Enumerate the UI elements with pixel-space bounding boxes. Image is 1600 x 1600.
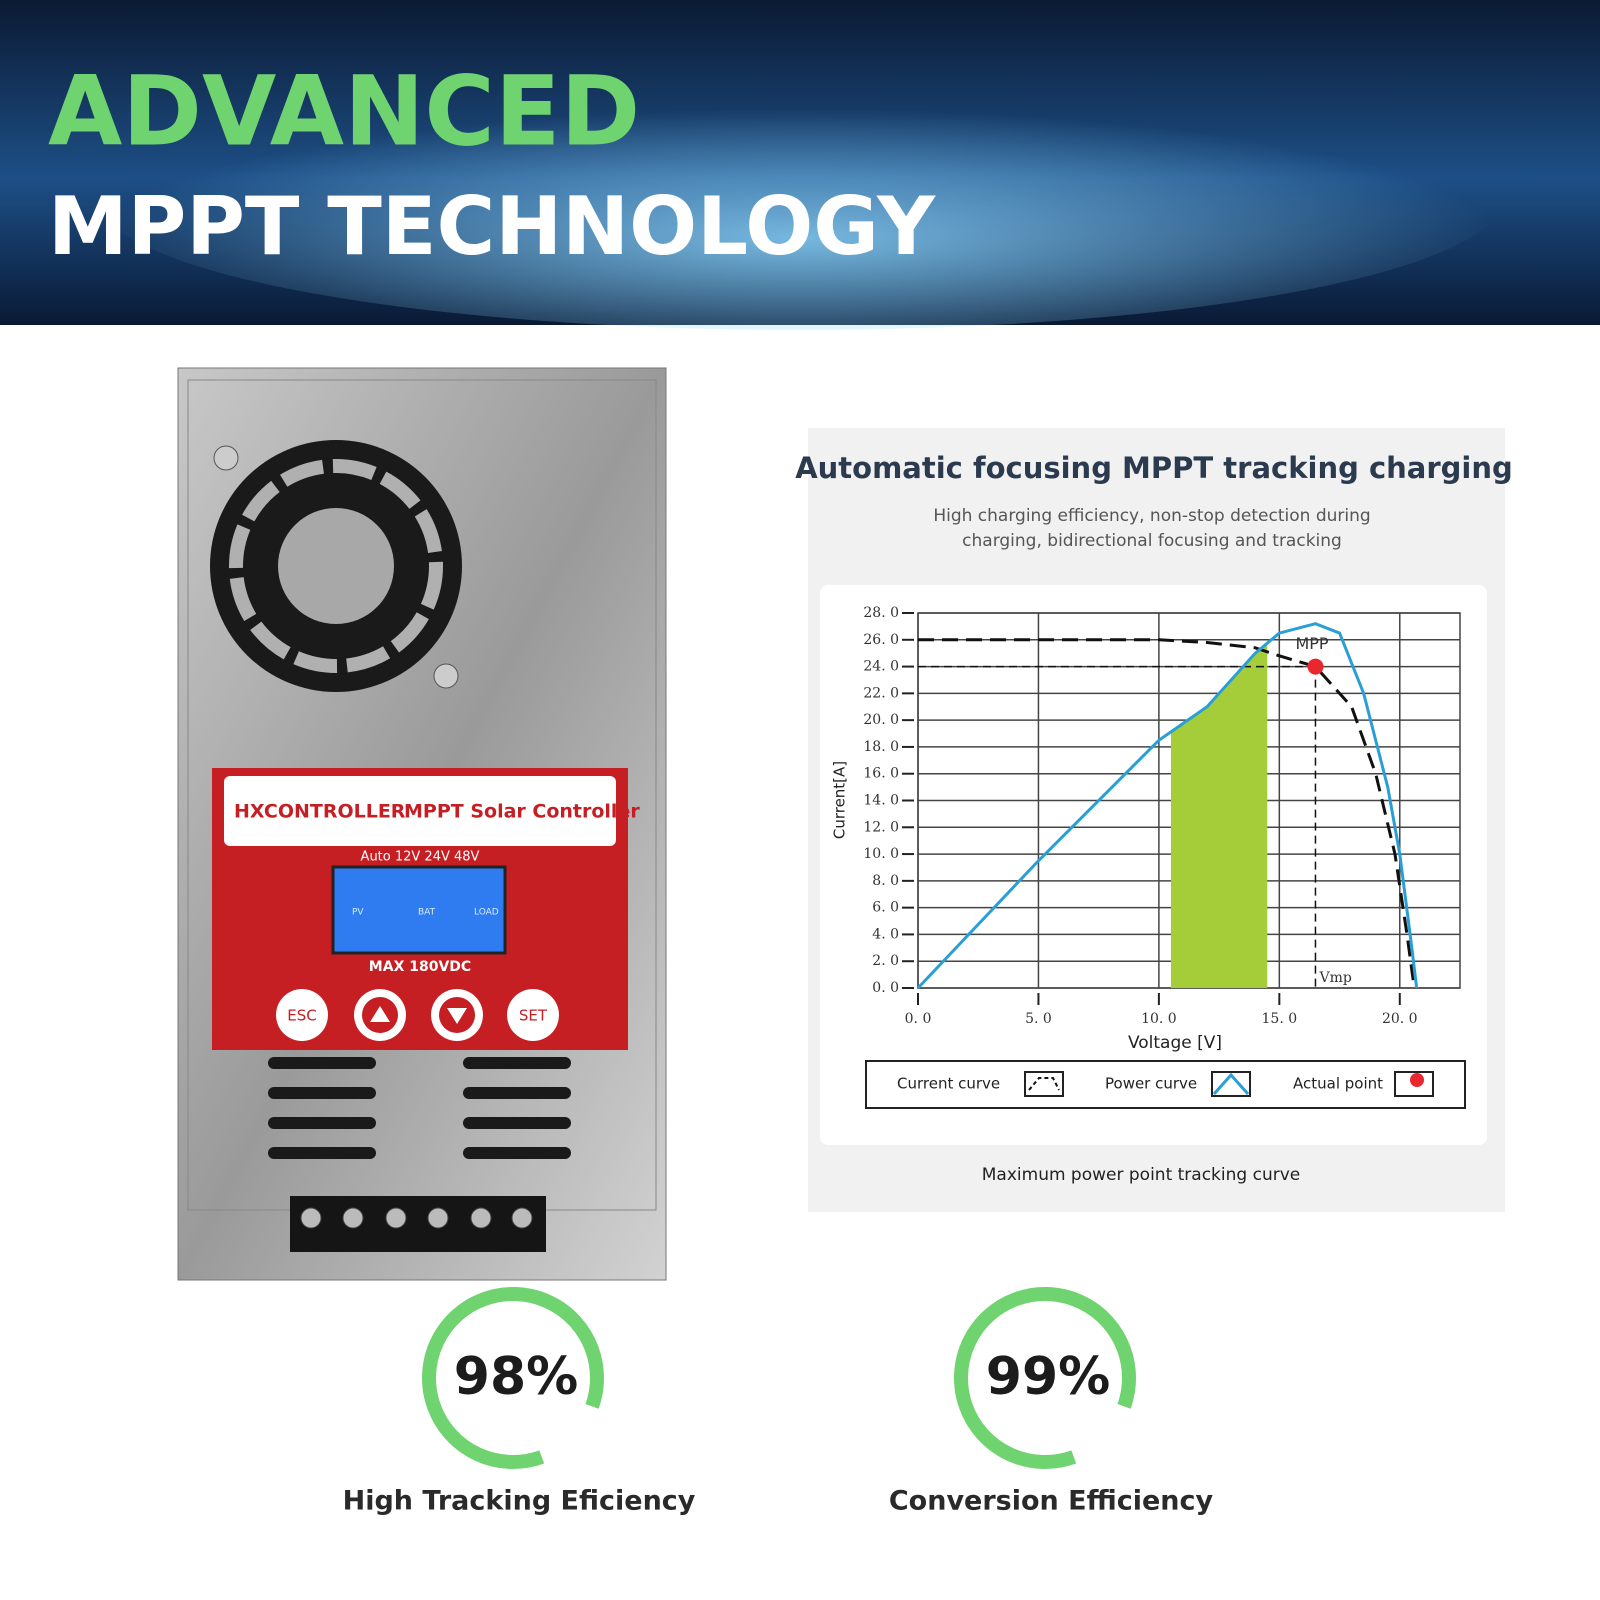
y-tick-label: 20. 0 (863, 712, 899, 728)
y-tick-label: 6. 0 (872, 900, 899, 916)
chart-card (820, 585, 1487, 1145)
y-tick-label: 26. 0 (863, 632, 899, 648)
legend-icon (1410, 1073, 1424, 1087)
y-tick-label: 8. 0 (872, 873, 899, 889)
down-icon (447, 1008, 467, 1024)
stat-ring (422, 1287, 604, 1469)
y-tick-label: 28. 0 (863, 605, 899, 621)
stats: 98% High Tracking Eficiency 99% Conversion … (343, 1287, 1214, 1517)
y-tick-label: 18. 0 (863, 739, 899, 755)
model: MPPT Solar Controller (404, 801, 640, 823)
y-tick-label: 2. 0 (872, 953, 899, 969)
y-tick-label: 12. 0 (863, 819, 899, 835)
terminal-screws (300, 1207, 533, 1229)
y-tick-label: 10. 0 (863, 846, 899, 862)
button[interactable] (507, 989, 559, 1041)
lcd-label: BAT (418, 908, 436, 918)
y-tick-label: 4. 0 (872, 926, 899, 942)
chart-caption: Maximum power point tracking curve (982, 1165, 1300, 1185)
shaded-range (1170, 643, 1268, 988)
stat-value: 99% (986, 1347, 1110, 1407)
legend-label: Actual point (1293, 1075, 1383, 1093)
vents (268, 1057, 571, 1159)
buttons: ESC SET (276, 989, 559, 1041)
series-line (918, 638, 1416, 989)
terminal-block (290, 1196, 546, 1252)
vmp-label: Vmp (1318, 970, 1351, 986)
lcd (331, 865, 507, 955)
lcd-label: PV (352, 908, 364, 918)
x-tick-label: 5. 0 (1025, 1011, 1052, 1027)
y-tick-label: 0. 0 (872, 980, 899, 996)
x-axis-label: Voltage [V] (1128, 1033, 1222, 1053)
header-title: ADVANCED (48, 55, 640, 167)
button[interactable] (276, 989, 328, 1041)
header-subtitle: MPPT TECHNOLOGY (48, 180, 936, 273)
mpp-point (1307, 658, 1324, 675)
legend (865, 1060, 1466, 1109)
button-label: ESC (287, 1007, 316, 1025)
plot: 0. 0 2. 0 4. 0 6. 0 8. 0 10. 0 12. 0 14. 0 16. 0… (863, 605, 1461, 1097)
x-tick-label: 20. 0 (1382, 1011, 1418, 1027)
product: HXCONTROLLER MPPT Solar Controller Auto … (177, 367, 667, 1281)
y-tick-label: 24. 0 (863, 659, 899, 675)
up-icon (370, 1006, 390, 1022)
voltage: Auto 12V 24V 48V (361, 850, 480, 865)
fan-grill (229, 459, 443, 673)
mpp-label: MPP (1295, 634, 1328, 653)
header-glow (100, 70, 1500, 330)
legend-label: Current curve (897, 1075, 1000, 1093)
stat-value: 98% (454, 1347, 578, 1407)
stat-ring (954, 1287, 1136, 1469)
lcd-label: LOAD (474, 908, 499, 918)
y-tick-label: 14. 0 (863, 793, 899, 809)
label-strip (224, 776, 616, 846)
x-tick-label: 10. 0 (1141, 1011, 1177, 1027)
series-line (916, 622, 1419, 990)
y-tick-label: 16. 0 (863, 766, 899, 782)
x-tick-label: 15. 0 (1262, 1011, 1298, 1027)
fan-hub (278, 508, 394, 624)
legend-icon (1028, 1077, 1060, 1091)
screw (213, 445, 239, 471)
chart-subtitle: charging, bidirectional focusing and tra… (962, 531, 1342, 551)
screw (433, 663, 459, 689)
y-tick-label: 22. 0 (863, 685, 899, 701)
x-tick-label: 0. 0 (905, 1011, 932, 1027)
legend-icon (1024, 1071, 1064, 1097)
chart-subtitle: High charging efficiency, non-stop detec… (933, 506, 1370, 526)
legend-icon (1212, 1072, 1250, 1096)
brand: HXCONTROLLER (234, 801, 406, 823)
max-input: MAX 180VDC (369, 959, 471, 975)
stat-caption: Conversion Efficiency (889, 1486, 1214, 1517)
legend-label: Power curve (1105, 1075, 1197, 1093)
stat-caption: High Tracking Eficiency (343, 1486, 696, 1517)
button-label: SET (519, 1007, 548, 1025)
y-axis-label: Current[A] (831, 761, 849, 839)
chart-title: Automatic focusing MPPT tracking chargin… (795, 451, 1513, 485)
